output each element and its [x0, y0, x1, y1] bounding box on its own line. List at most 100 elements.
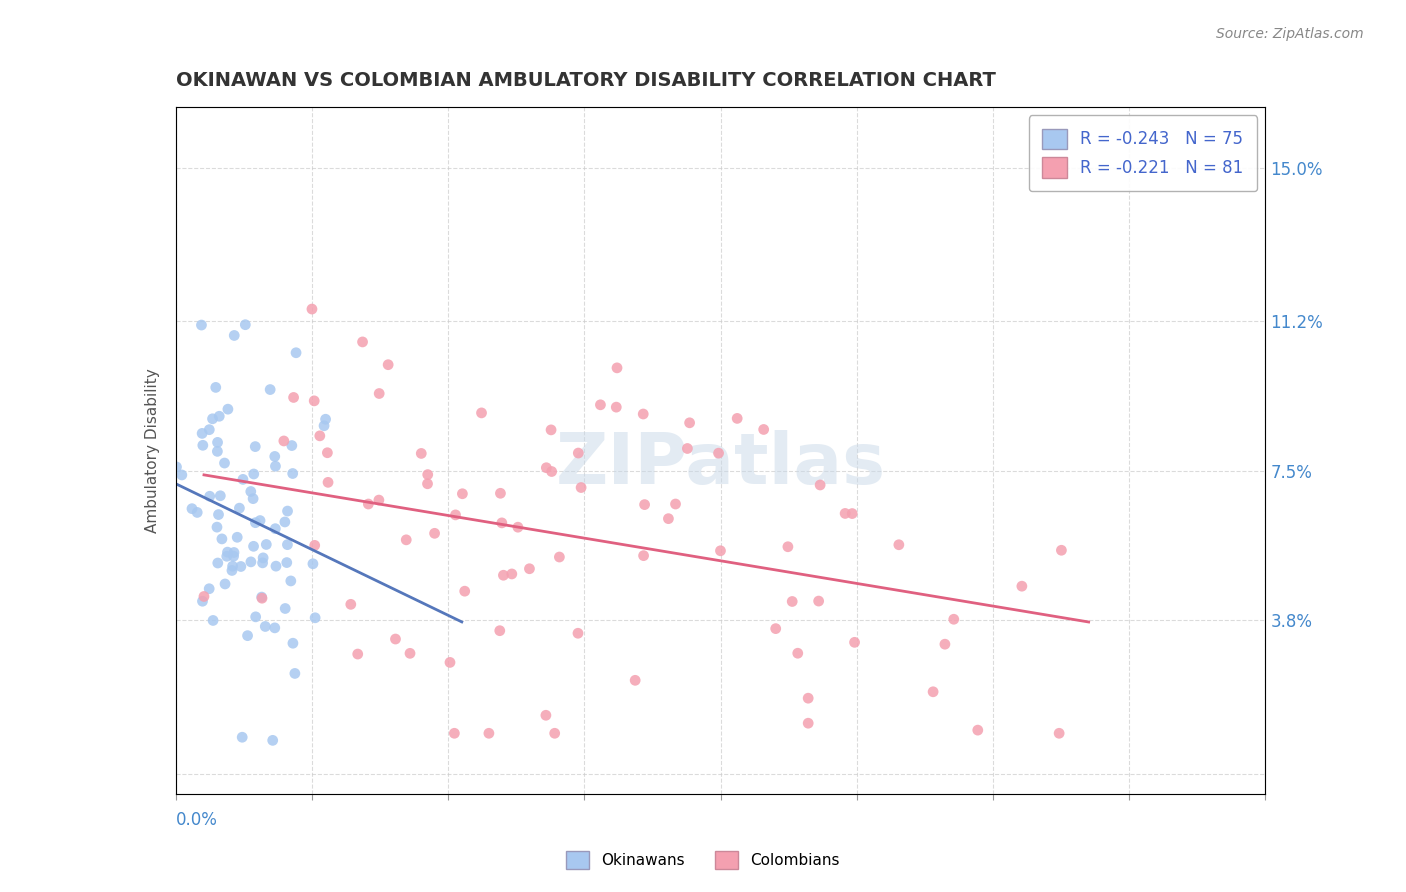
- Point: [217, 402, 239, 417]
- Point: [470, 406, 492, 420]
- Point: [707, 446, 730, 460]
- Point: [544, 726, 567, 740]
- Point: [245, 516, 267, 530]
- Point: [221, 564, 243, 578]
- Point: [315, 412, 337, 426]
- Point: [540, 465, 562, 479]
- Point: [302, 393, 325, 408]
- Point: [191, 426, 214, 441]
- Point: [302, 557, 325, 571]
- Point: [786, 646, 808, 660]
- Point: [887, 538, 910, 552]
- Point: [236, 629, 259, 643]
- Point: [198, 423, 221, 437]
- Point: [765, 622, 787, 636]
- Point: [377, 358, 399, 372]
- Point: [423, 526, 446, 541]
- Point: [664, 497, 686, 511]
- Point: [489, 486, 512, 500]
- Point: [454, 584, 477, 599]
- Point: [780, 594, 803, 608]
- Point: [204, 380, 226, 394]
- Point: [249, 514, 271, 528]
- Point: [443, 726, 465, 740]
- Point: [191, 438, 214, 452]
- Point: [263, 450, 285, 464]
- Point: [233, 318, 256, 332]
- Point: [284, 666, 307, 681]
- Y-axis label: Ambulatory Disability: Ambulatory Disability: [145, 368, 160, 533]
- Point: [262, 733, 284, 747]
- Point: [316, 475, 339, 490]
- Point: [186, 505, 208, 519]
- Point: [281, 636, 304, 650]
- Point: [631, 407, 654, 421]
- Point: [214, 577, 236, 591]
- Point: [797, 716, 820, 731]
- Point: [540, 423, 562, 437]
- Point: [193, 590, 215, 604]
- Point: [308, 429, 330, 443]
- Point: [202, 614, 225, 628]
- Point: [264, 459, 287, 474]
- Point: [214, 456, 236, 470]
- Point: [1050, 543, 1073, 558]
- Point: [276, 556, 298, 570]
- Point: [252, 556, 274, 570]
- Point: [207, 556, 229, 570]
- Point: [222, 545, 245, 559]
- Text: Source: ZipAtlas.com: Source: ZipAtlas.com: [1216, 27, 1364, 41]
- Point: [589, 398, 612, 412]
- Point: [752, 422, 775, 436]
- Point: [844, 635, 866, 649]
- Point: [725, 411, 748, 425]
- Point: [776, 540, 799, 554]
- Point: [534, 708, 557, 723]
- Point: [242, 539, 264, 553]
- Point: [280, 574, 302, 588]
- Point: [191, 594, 214, 608]
- Point: [208, 409, 231, 424]
- Point: [316, 446, 339, 460]
- Point: [264, 559, 287, 574]
- Point: [207, 435, 229, 450]
- Point: [399, 646, 422, 660]
- Point: [263, 621, 285, 635]
- Point: [633, 549, 655, 563]
- Point: [304, 538, 326, 552]
- Point: [264, 522, 287, 536]
- Point: [395, 533, 418, 547]
- Point: [283, 391, 305, 405]
- Point: [190, 318, 212, 332]
- Point: [242, 467, 264, 481]
- Point: [232, 472, 254, 486]
- Point: [274, 515, 297, 529]
- Point: [304, 611, 326, 625]
- Point: [242, 491, 264, 506]
- Point: [273, 434, 295, 448]
- Point: [411, 446, 433, 460]
- Point: [277, 504, 299, 518]
- Point: [966, 723, 988, 738]
- Point: [1047, 726, 1070, 740]
- Point: [346, 647, 368, 661]
- Point: [276, 538, 298, 552]
- Point: [488, 624, 510, 638]
- Point: [624, 673, 647, 688]
- Point: [367, 493, 389, 508]
- Point: [222, 549, 245, 564]
- Point: [605, 400, 627, 414]
- Point: [451, 487, 474, 501]
- Point: [228, 501, 250, 516]
- Point: [207, 444, 229, 458]
- Point: [567, 446, 589, 460]
- Point: [841, 507, 863, 521]
- Point: [201, 412, 224, 426]
- Point: [339, 598, 361, 612]
- Point: [224, 328, 246, 343]
- Point: [384, 632, 406, 646]
- Point: [676, 442, 699, 456]
- Point: [211, 532, 233, 546]
- Point: [205, 520, 228, 534]
- Point: [478, 726, 501, 740]
